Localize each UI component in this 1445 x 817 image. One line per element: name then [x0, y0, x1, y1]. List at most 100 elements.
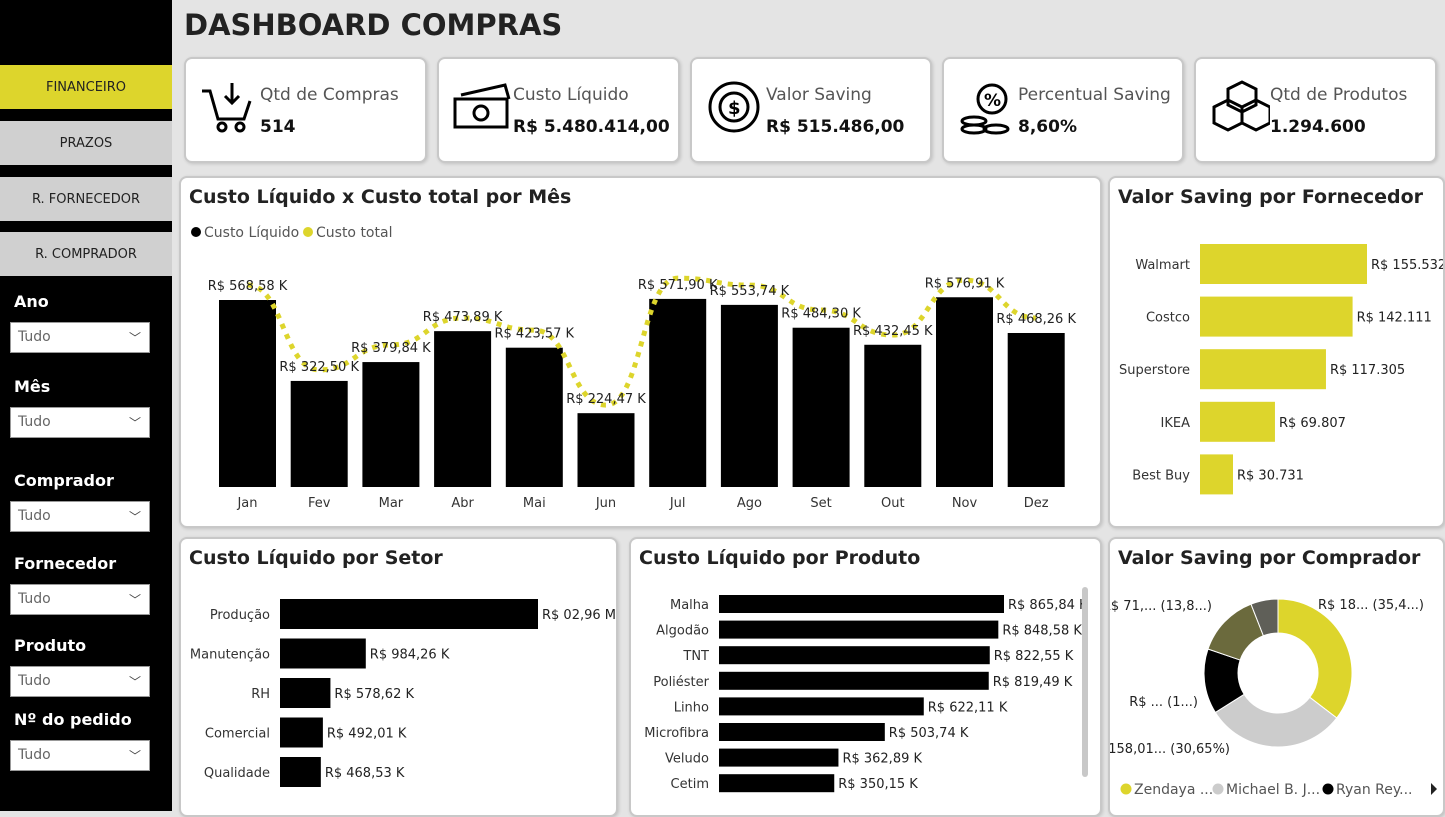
- category-label: Superstore: [1119, 363, 1190, 378]
- data-label: R$ 865,84 K: [1008, 598, 1088, 613]
- kpi-card: Qtd de Compras 514: [184, 57, 427, 163]
- legend-marker: [1322, 783, 1334, 795]
- filter-dropdown[interactable]: Tudo ﹀: [10, 407, 150, 438]
- data-label: R$ 468,53 K: [325, 766, 405, 781]
- nav-financeiro[interactable]: FINANCEIRO: [0, 65, 172, 109]
- monthly-chart: Custo Líquido Custo total Jan Fev Mar Abr Mai J…: [191, 225, 1076, 511]
- data-label: R$ 568,58 K: [208, 279, 288, 294]
- bar-cetim: [719, 774, 835, 793]
- buyer-saving-card: Valor Saving por Comprador R$ 18... (35,…: [1108, 537, 1445, 817]
- bar-comercial: [280, 717, 323, 748]
- buyer-saving-chart: R$ 18... (35,4...) R$ 158,01... (30,65%) R…: [1110, 598, 1437, 798]
- bar-walmart: [1200, 244, 1367, 284]
- donut-slice: [1214, 693, 1338, 748]
- category-label: Costco: [1146, 311, 1190, 326]
- data-label: R$ 142.111: [1357, 311, 1432, 326]
- kpi-card: % Percentual Saving 8,60%: [942, 57, 1184, 163]
- data-label: R$ 503,74 K: [889, 726, 969, 741]
- bar-jul: [649, 298, 707, 487]
- supplier-saving-chart: Walmart R$ 155.532 Costco R$ 142.111 Superst…: [1119, 244, 1443, 495]
- bar-jun: [577, 413, 635, 487]
- boxes-icon: [1212, 80, 1270, 132]
- data-label: R$ 484,30 K: [781, 307, 861, 322]
- bar-nov: [936, 297, 993, 487]
- legend-next-arrow-icon[interactable]: [1431, 783, 1437, 795]
- scrollbar[interactable]: [1082, 587, 1088, 777]
- bar-mar: [362, 362, 420, 487]
- filter-value: Tudo: [18, 508, 51, 524]
- chevron-down-icon: ﹀: [128, 416, 141, 430]
- category-label: TNT: [682, 649, 709, 664]
- bar-fev: [290, 380, 348, 487]
- saving-coins-icon: $: [708, 81, 760, 133]
- kpi-label: Qtd de Compras: [260, 85, 399, 105]
- bar-ikea: [1200, 401, 1275, 442]
- percent-coins-icon: %: [960, 83, 1010, 135]
- bar-set: [792, 327, 850, 487]
- legend-label: Custo Líquido: [204, 225, 299, 241]
- bar-malha: [719, 595, 1004, 613]
- category-label: Best Buy: [1132, 468, 1190, 483]
- kpi-card: $ Valor Saving R$ 515.486,00: [690, 57, 932, 163]
- chevron-down-icon: ﹀: [128, 675, 141, 689]
- filter-label: Comprador: [14, 471, 114, 490]
- x-tick-label: Dez: [1024, 496, 1049, 511]
- x-tick-label: Nov: [952, 496, 978, 511]
- data-label: R$ 553,74 K: [710, 284, 790, 299]
- filter-dropdown[interactable]: Tudo ﹀: [10, 584, 150, 615]
- kpi-value: R$ 515.486,00: [766, 117, 905, 137]
- data-label: R$ 492,01 K: [327, 727, 407, 742]
- x-tick-label: Out: [881, 496, 905, 511]
- category-label: Poliéster: [653, 675, 709, 690]
- page-title: DASHBOARD COMPRAS: [184, 8, 563, 42]
- data-label: R$ 432,45 K: [853, 324, 933, 339]
- chevron-down-icon: ﹀: [128, 331, 141, 345]
- product-chart: Malha R$ 865,84 K Algodão R$ 848,58 K TNT R$ …: [644, 595, 1088, 793]
- filter-value: Tudo: [18, 747, 51, 763]
- filter-value: Tudo: [18, 673, 51, 689]
- category-label: Produção: [210, 608, 270, 623]
- bar-out: [864, 344, 922, 487]
- x-tick-label: Set: [810, 496, 831, 511]
- bar-veludo: [719, 748, 839, 767]
- data-label: R$ 224,47 K: [566, 392, 646, 407]
- x-tick-label: Jul: [669, 496, 686, 511]
- data-label: R$ 02,96 M: [542, 608, 616, 623]
- filter-dropdown[interactable]: Tudo ﹀: [10, 322, 150, 353]
- category-label: Malha: [670, 598, 709, 613]
- x-tick-label: Ago: [737, 496, 762, 511]
- data-label: R$ 69.807: [1279, 416, 1346, 431]
- legend-marker: [1212, 783, 1224, 795]
- data-label: R$ 819,49 K: [993, 675, 1073, 690]
- svg-text:$: $: [728, 98, 741, 119]
- filter-label: Ano: [14, 292, 49, 311]
- bar-linho: [719, 697, 924, 716]
- filter-dropdown[interactable]: Tudo ﹀: [10, 501, 150, 532]
- legend-label: Zendaya ...: [1134, 782, 1213, 798]
- data-label: R$ 155.532: [1371, 258, 1443, 273]
- nav-r-fornecedor[interactable]: R. FORNECEDOR: [0, 177, 172, 221]
- x-tick-label: Abr: [451, 496, 474, 511]
- legend-label: Michael B. J...: [1226, 782, 1320, 798]
- data-label: R$ 571,90 K: [638, 278, 718, 293]
- bar-ago: [720, 304, 778, 487]
- category-label: RH: [251, 687, 270, 702]
- kpi-value: 1.294.600: [1270, 117, 1366, 137]
- nav-r-comprador[interactable]: R. COMPRADOR: [0, 232, 172, 276]
- filter-dropdown[interactable]: Tudo ﹀: [10, 666, 150, 697]
- bar-mai: [505, 347, 563, 487]
- data-label: R$ 468,26 K: [996, 312, 1076, 327]
- filter-dropdown[interactable]: Tudo ﹀: [10, 740, 150, 771]
- kpi-label: Qtd de Produtos: [1270, 85, 1408, 105]
- kpi-value: 514: [260, 117, 296, 137]
- data-label: R$ 362,89 K: [842, 752, 922, 767]
- slice-label: R$ 158,01... (30,65%): [1110, 742, 1230, 757]
- category-label: IKEA: [1161, 416, 1191, 431]
- sector-card: Custo Líquido por Setor Produção R$ 02,96…: [179, 537, 618, 817]
- slice-label: R$ ... (1...): [1129, 695, 1198, 710]
- kpi-card: Custo Líquido R$ 5.480.414,00: [437, 57, 680, 163]
- bar-tnt: [719, 646, 990, 665]
- chart-title: Custo Líquido por Produto: [639, 547, 921, 569]
- bar-abr: [434, 331, 492, 487]
- nav-prazos[interactable]: PRAZOS: [0, 121, 172, 165]
